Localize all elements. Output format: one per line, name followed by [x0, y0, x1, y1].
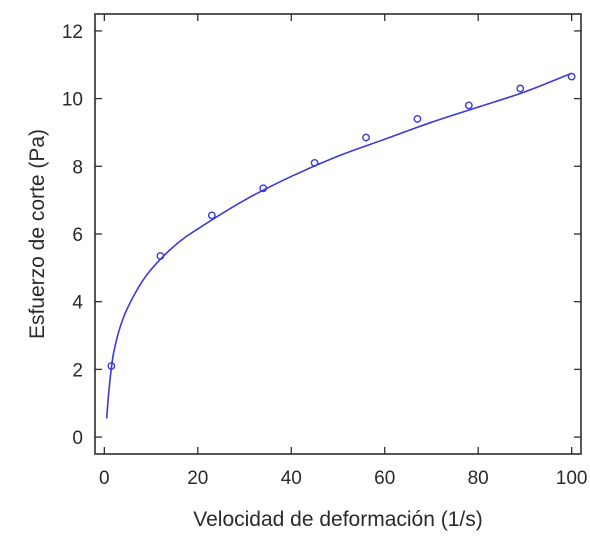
- x-tick-label: 40: [281, 468, 302, 489]
- plot-frame: [94, 13, 582, 455]
- data-point: [567, 72, 576, 81]
- y-tick-label: 6: [72, 225, 83, 246]
- data-point: [207, 211, 216, 220]
- y-tick-label: 0: [72, 428, 83, 449]
- y-tick-label: 8: [72, 157, 83, 178]
- x-tick-label: 80: [468, 468, 489, 489]
- x-tick-label: 20: [187, 468, 208, 489]
- x-axis-ticks: 0 20 40 60 80 100: [99, 14, 588, 489]
- y-tick-label: 2: [72, 360, 83, 381]
- data-point: [310, 159, 319, 167]
- data-point: [464, 101, 473, 110]
- fit-curve-layer: [105, 72, 572, 419]
- x-axis-title: Velocidad de deformación (1/s): [193, 508, 483, 531]
- y-tick-label: 12: [62, 22, 83, 43]
- data-point: [413, 115, 422, 123]
- data-point: [259, 184, 268, 193]
- y-axis-ticks: 0 2 4 6 8 10 12: [62, 22, 581, 449]
- data-point: [156, 252, 165, 260]
- x-tick-label: 0: [99, 468, 110, 489]
- x-tick-label: 100: [556, 468, 588, 489]
- y-axis-title: Esfuerzo de corte (Pa): [26, 129, 49, 339]
- fit-curve-line: [105, 72, 572, 419]
- y-tick-label: 4: [72, 293, 83, 314]
- data-point: [107, 362, 116, 370]
- data-point: [516, 84, 525, 93]
- data-points-layer: [107, 72, 576, 370]
- y-tick-label: 10: [62, 90, 83, 111]
- data-point: [362, 133, 370, 142]
- x-tick-label: 60: [374, 468, 395, 489]
